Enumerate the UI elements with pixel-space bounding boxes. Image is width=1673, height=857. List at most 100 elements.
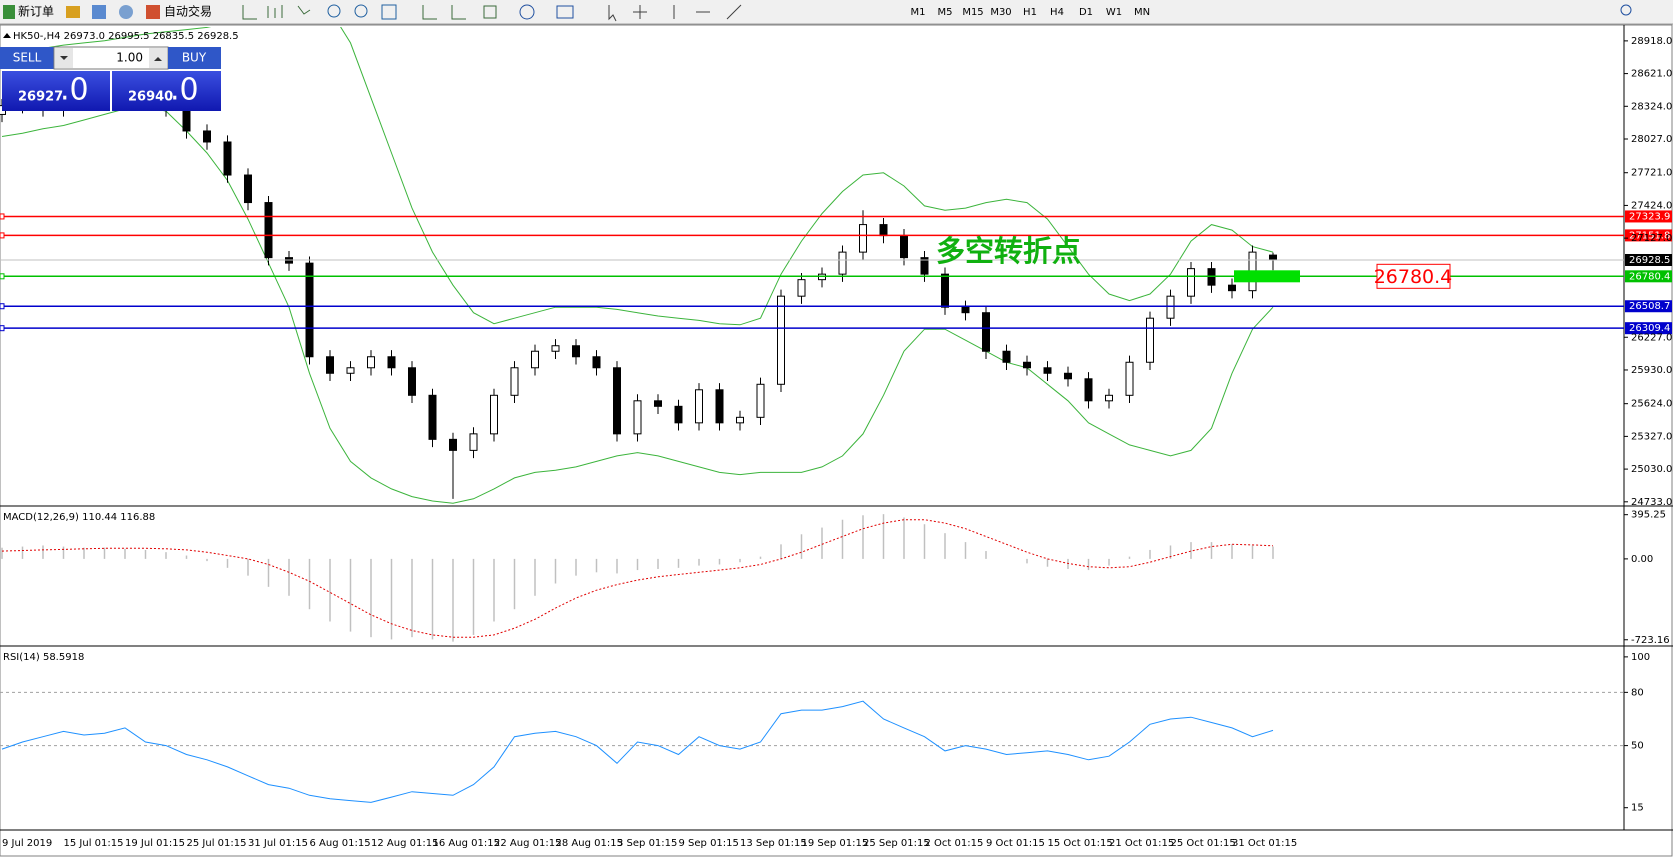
- x-tick-label: 9 Jul 2019: [2, 838, 52, 849]
- arrow: [154, 57, 162, 61]
- buy-price: 26940: [128, 90, 173, 105]
- timeframe-button[interactable]: H1: [1023, 7, 1037, 18]
- tile-windows[interactable]: [381, 4, 397, 20]
- collapse-triangle[interactable]: [3, 33, 11, 38]
- x-tick-label: 28 Aug 01:15: [556, 838, 623, 849]
- x-tick-label: 3 Sep 01:15: [617, 838, 677, 849]
- candle-body: [531, 350, 539, 369]
- sell-price-box[interactable]: [2, 71, 110, 111]
- candle-body: [1064, 372, 1072, 380]
- candle-body: [879, 224, 888, 237]
- auto-trading-button[interactable]: 自动交易: [164, 4, 212, 19]
- periods[interactable]: [519, 4, 535, 20]
- level-callout: 26780.4: [1374, 266, 1453, 288]
- timeframe-button[interactable]: M30: [990, 7, 1011, 18]
- candle-body: [613, 367, 621, 435]
- buy-label[interactable]: BUY: [182, 51, 207, 65]
- annotation: 多空转折点: [936, 234, 1081, 268]
- level-label-box: [1625, 300, 1672, 313]
- y-tick-label: 28027.0: [1631, 134, 1672, 145]
- candle-body: [346, 367, 355, 374]
- timeframe-button[interactable]: D1: [1079, 7, 1093, 18]
- timeframe-button[interactable]: M1: [911, 7, 926, 18]
- sell-price: 26927: [18, 90, 63, 105]
- bollinger-band: [1, 106, 1274, 504]
- toolbar-icon[interactable]: [66, 6, 80, 18]
- y-tick-label: 27721.0: [1631, 168, 1672, 179]
- candle-body: [203, 130, 211, 143]
- templates[interactable]: [556, 5, 574, 19]
- toolbar-icon[interactable]: [119, 5, 133, 19]
- x-tick-label: 31 Jul 01:15: [248, 838, 308, 849]
- panel-title: RSI(14) 58.5918: [3, 652, 84, 663]
- candle-body: [900, 235, 908, 259]
- x-tick-label: 21 Oct 01:15: [1109, 838, 1174, 849]
- candle-body: [387, 356, 396, 369]
- y-tick-label: 24733.0: [1631, 497, 1672, 508]
- x-tick-label: 25 Jul 01:15: [187, 838, 247, 849]
- level-label-box: [1625, 270, 1672, 283]
- level-label-box: [1625, 210, 1672, 223]
- bollinger-band: [1, 27, 1274, 326]
- buy-price-box[interactable]: [112, 71, 221, 111]
- auto-trading-icon[interactable]: [146, 5, 160, 19]
- y-tick-label: 15: [1631, 803, 1644, 814]
- x-tick-label: 6 Aug 01:15: [310, 838, 371, 849]
- candle-body: [756, 383, 765, 418]
- x-tick-label: 13 Sep 01:15: [740, 838, 807, 849]
- y-tick-label: 26227.0: [1631, 332, 1672, 343]
- candle-body: [1269, 254, 1277, 261]
- level-callout-box: [1376, 263, 1451, 289]
- candle-body: [961, 306, 970, 314]
- candle-body: [264, 202, 273, 259]
- candle-body: [674, 405, 683, 424]
- y-tick-label: 28918.0: [1631, 36, 1672, 47]
- y-tick-label: 395.25: [1631, 510, 1666, 521]
- x-tick-label: 15 Jul 01:15: [64, 838, 124, 849]
- level-label: 26780.4: [1629, 271, 1670, 282]
- chart-tools[interactable]: [422, 5, 497, 20]
- lot-value[interactable]: 1.00: [116, 51, 143, 65]
- y-tick-label: -723.16: [1631, 635, 1670, 646]
- zoom-in[interactable]: [327, 4, 341, 18]
- candle-body: [797, 279, 806, 297]
- y-tick-label: 0.00: [1631, 554, 1653, 565]
- timeframes: M1 M5 M15 M30 H1 H4 D1 W1 MN: [911, 7, 1151, 18]
- candle-body: [982, 312, 990, 352]
- macd-signal: [1, 519, 1274, 638]
- one-click-trading: SELL 1.00 BUY 26927 .0 26940 .0: [0, 46, 221, 111]
- candle-body: [838, 251, 847, 275]
- candle-body: [1228, 284, 1236, 292]
- zoom-out[interactable]: [354, 4, 368, 18]
- sell-label[interactable]: SELL: [13, 51, 42, 65]
- y-tick-label: 28621.0: [1631, 69, 1672, 80]
- drawing-tools[interactable]: [608, 4, 742, 22]
- candle-body: [223, 141, 232, 176]
- timeframe-button[interactable]: W1: [1106, 7, 1122, 18]
- buy-button[interactable]: [168, 47, 221, 69]
- new-order-icon[interactable]: [3, 5, 15, 19]
- chart-type-icons[interactable]: [242, 5, 311, 20]
- new-order-button[interactable]: 新订单: [18, 4, 54, 19]
- candle-body: [510, 367, 519, 396]
- search-icon[interactable]: [1620, 4, 1632, 16]
- y-tick-label: 28324.0: [1631, 101, 1672, 112]
- candle-body: [592, 356, 601, 369]
- candle-body: [633, 400, 642, 435]
- sell-button[interactable]: [0, 47, 54, 69]
- timeframe-button[interactable]: M5: [938, 7, 953, 18]
- x-tick-label: 25 Oct 01:15: [1171, 838, 1236, 849]
- y-tick-label: 25327.0: [1631, 431, 1672, 442]
- candle-body: [428, 394, 437, 440]
- timeframe-button[interactable]: MN: [1134, 7, 1150, 18]
- level-label: 26309.4: [1629, 323, 1670, 334]
- timeframe-button[interactable]: H4: [1050, 7, 1064, 18]
- panel-title: HK50-,H4 26973.0 26995.5 26835.5 26928.5: [13, 31, 239, 42]
- timeframe-button[interactable]: M15: [962, 7, 983, 18]
- candle-body: [1002, 350, 1011, 363]
- macd-panel: [1, 514, 1274, 642]
- toolbar-icon[interactable]: [92, 5, 106, 19]
- level-label: 27151.8: [1629, 230, 1670, 241]
- candle-body: [859, 224, 867, 253]
- y-tick-label: 50: [1631, 741, 1644, 752]
